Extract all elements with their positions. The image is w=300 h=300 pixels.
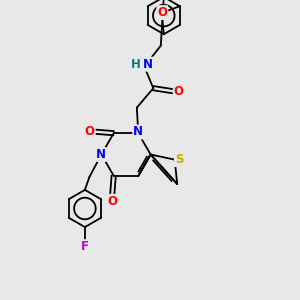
Text: O: O — [174, 85, 184, 98]
Text: O: O — [157, 6, 167, 19]
Text: O: O — [85, 125, 95, 138]
Text: N: N — [96, 148, 106, 161]
Text: O: O — [107, 195, 117, 208]
Text: H: H — [131, 58, 141, 71]
Text: N: N — [133, 125, 143, 139]
Text: N: N — [143, 58, 153, 71]
Text: F: F — [81, 240, 89, 253]
Text: S: S — [175, 153, 183, 166]
